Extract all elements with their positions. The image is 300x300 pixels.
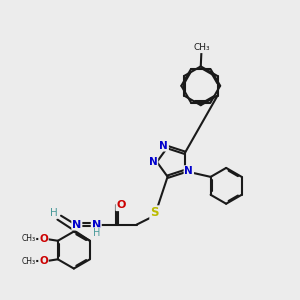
Text: N: N bbox=[72, 220, 82, 230]
Text: N: N bbox=[148, 157, 158, 167]
Text: CH₃: CH₃ bbox=[193, 44, 210, 52]
Text: N: N bbox=[92, 220, 101, 230]
Text: N: N bbox=[159, 141, 168, 151]
Text: S: S bbox=[150, 206, 159, 219]
Text: H: H bbox=[93, 228, 100, 238]
Text: CH₃: CH₃ bbox=[22, 235, 36, 244]
Text: O: O bbox=[39, 234, 48, 244]
Text: O: O bbox=[39, 256, 48, 266]
Text: CH₃: CH₃ bbox=[22, 256, 36, 266]
Text: O: O bbox=[116, 200, 126, 210]
Text: N: N bbox=[184, 166, 193, 176]
Text: H: H bbox=[50, 208, 58, 218]
